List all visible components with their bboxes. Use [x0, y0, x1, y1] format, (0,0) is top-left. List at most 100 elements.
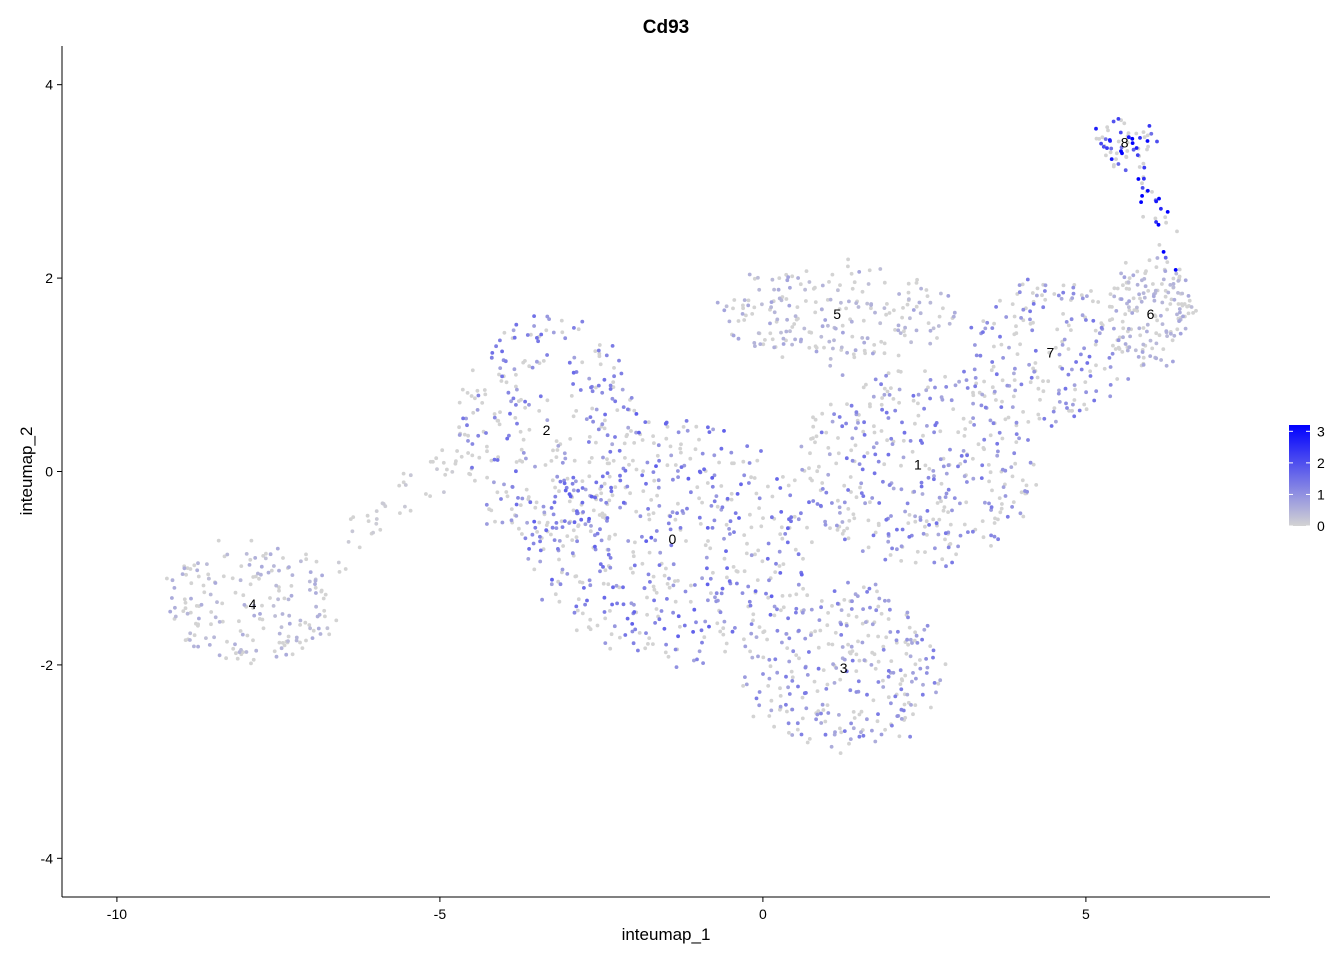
- cell-point: [885, 438, 889, 443]
- cell-point: [748, 603, 753, 608]
- cell-point: [911, 712, 915, 717]
- cluster-label-6: 6: [1147, 306, 1155, 322]
- cell-point: [242, 603, 247, 607]
- cell-point: [880, 407, 884, 412]
- cell-point: [704, 555, 709, 560]
- cell-point: [1070, 367, 1074, 372]
- cell-point: [770, 515, 774, 520]
- cell-point: [719, 446, 724, 451]
- cell-point: [819, 307, 824, 312]
- cell-point: [989, 368, 994, 373]
- cell-point: [684, 419, 689, 423]
- cell-point: [587, 474, 592, 479]
- cell-point: [790, 679, 795, 683]
- cell-point: [294, 635, 299, 640]
- cell-point: [605, 519, 609, 523]
- cell-point: [545, 314, 550, 319]
- cell-point: [307, 623, 312, 627]
- cell-point: [787, 692, 792, 696]
- cell-point: [777, 296, 782, 301]
- cell-point: [778, 571, 783, 575]
- cell-point: [1159, 313, 1163, 318]
- cell-point: [514, 460, 519, 464]
- cell-point: [869, 663, 874, 667]
- cell-point: [1070, 296, 1075, 300]
- cell-point: [882, 280, 887, 285]
- cell-point: [903, 673, 908, 678]
- cell-point: [697, 649, 702, 654]
- cell-point: [633, 627, 638, 632]
- cell-point: [275, 546, 280, 551]
- cell-point: [551, 512, 556, 517]
- cell-point: [1133, 348, 1138, 353]
- cell-point: [778, 532, 783, 536]
- cell-point: [1142, 176, 1146, 181]
- cell-point: [697, 469, 702, 474]
- cell-point: [299, 559, 303, 564]
- cell-point: [804, 299, 808, 303]
- cell-point: [445, 467, 449, 472]
- cell-point: [611, 385, 616, 389]
- cell-point: [866, 633, 871, 638]
- cell-point: [1130, 311, 1135, 315]
- cell-point: [988, 470, 993, 475]
- cell-point: [1153, 216, 1158, 221]
- cell-point: [727, 319, 732, 324]
- cell-point: [1010, 302, 1015, 306]
- cell-point: [921, 433, 925, 438]
- cell-point: [1194, 308, 1198, 313]
- cell-point: [1096, 300, 1101, 304]
- cell-point: [213, 581, 218, 585]
- cell-point: [605, 461, 610, 466]
- cell-point: [918, 518, 923, 522]
- cell-point: [1055, 327, 1060, 332]
- cell-point: [532, 567, 537, 572]
- cell-point: [943, 662, 948, 667]
- cell-point: [908, 637, 913, 642]
- cell-point: [851, 512, 856, 517]
- cell-point: [756, 548, 761, 553]
- cell-point: [775, 317, 780, 322]
- colorbar-tick-label: 0: [1317, 518, 1325, 534]
- cell-point: [765, 637, 769, 642]
- cell-point: [521, 360, 526, 365]
- cell-point: [539, 332, 544, 337]
- cell-point: [1003, 417, 1008, 422]
- x-tick-label: -10: [107, 906, 127, 922]
- colorbar-tick-label: 2: [1317, 455, 1325, 471]
- cell-point: [961, 449, 966, 453]
- cell-point: [233, 590, 238, 595]
- cell-point: [982, 437, 987, 442]
- cell-point: [1163, 269, 1168, 273]
- cell-point: [896, 328, 901, 333]
- cell-point: [1108, 150, 1113, 155]
- cell-point: [694, 424, 699, 429]
- cell-point: [495, 418, 500, 423]
- cell-point: [511, 328, 516, 333]
- cell-point: [735, 492, 740, 496]
- cell-point: [1066, 372, 1071, 377]
- cell-point: [523, 536, 528, 541]
- cell-point: [1122, 121, 1127, 126]
- cell-point: [703, 543, 708, 548]
- cell-point: [944, 564, 948, 569]
- cell-point: [640, 561, 645, 566]
- cell-point: [787, 517, 791, 522]
- cell-point: [1014, 432, 1019, 436]
- cell-point: [901, 438, 906, 443]
- cell-point: [238, 629, 243, 633]
- cell-point: [608, 387, 613, 391]
- cell-point: [605, 471, 610, 475]
- cell-point: [697, 437, 701, 442]
- cell-point: [671, 477, 675, 482]
- cell-point: [948, 522, 953, 527]
- cell-point: [796, 276, 800, 280]
- cell-point: [958, 533, 963, 538]
- cell-point: [313, 582, 317, 586]
- cell-point: [189, 596, 193, 601]
- cell-point: [711, 570, 715, 575]
- cell-point: [920, 492, 925, 496]
- cell-point: [768, 331, 773, 336]
- cell-point: [1116, 345, 1121, 350]
- cell-point: [839, 730, 844, 735]
